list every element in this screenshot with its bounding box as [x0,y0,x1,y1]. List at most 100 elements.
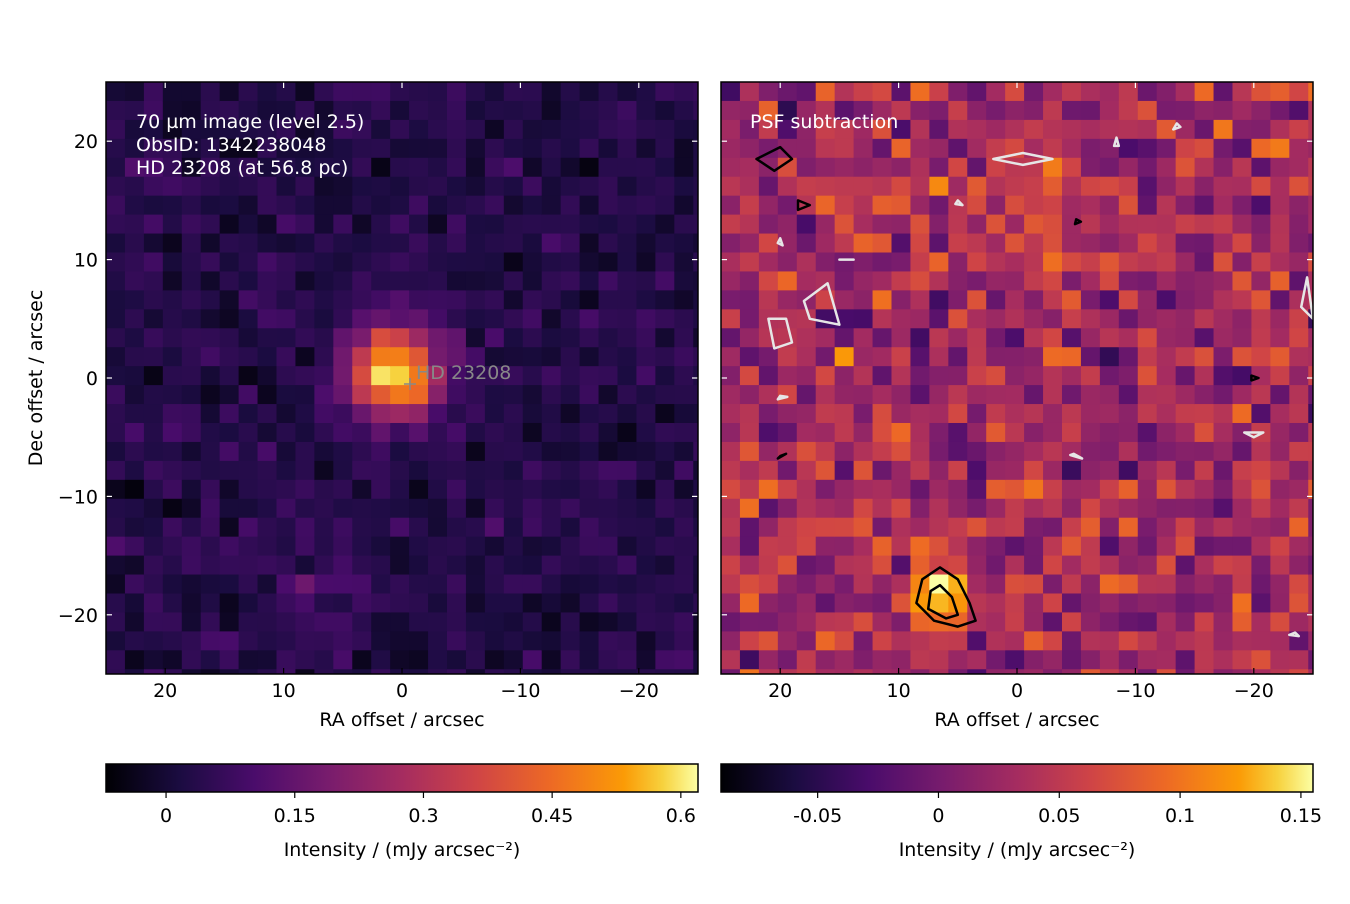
heatmap-cell [143,138,164,159]
heatmap-cell [162,479,183,500]
heatmap-cell [948,669,968,674]
heatmap-cell [1061,309,1082,329]
heatmap-cell [815,612,836,632]
heatmap-cell [162,157,183,178]
heatmap-cell [834,650,855,670]
heatmap-cell [1232,176,1253,197]
heatmap-cell [522,119,543,140]
heatmap-cell [739,536,760,557]
heatmap-cell [1289,138,1309,159]
heatmap-cell [674,536,694,557]
heatmap-cell [1118,460,1139,481]
heatmap-cell [967,138,987,159]
annotation-line-3: HD 23208 (at 56.8 pc) [136,157,348,179]
heatmap-cell [758,612,779,632]
heatmap-cell [257,612,278,632]
heatmap-cell [1232,631,1253,651]
heatmap-cell [1213,650,1234,670]
heatmap-cell [143,536,164,557]
heatmap-cell [1005,574,1025,595]
heatmap-cell [465,593,486,614]
heatmap-cell [796,574,817,595]
heatmap-cell [560,252,581,273]
heatmap-cell [796,366,817,386]
heatmap-cell [560,574,581,595]
heatmap-cell [853,574,874,595]
heatmap-cell [948,555,968,576]
heatmap-cell [1080,498,1101,519]
heatmap-cell [162,631,183,651]
heatmap-cell [1118,536,1139,557]
heatmap-cell [106,422,126,443]
heatmap-cell [503,385,524,405]
heatmap-cell [721,422,741,443]
right-contours [755,122,1313,638]
heatmap-cell [1213,347,1234,367]
heatmap-cell [333,271,353,291]
heatmap-cell [872,385,893,405]
heatmap-cell [929,593,949,614]
heatmap-cell [503,593,524,614]
heatmap-cell [390,631,410,651]
heatmap-cell [352,309,372,329]
heatmap-cell [815,631,836,651]
heatmap-cell [106,366,126,386]
heatmap-cell [390,328,410,348]
heatmap-cell [721,100,741,121]
heatmap-cell [967,479,987,500]
heatmap-cell [739,460,760,481]
heatmap-cell [1232,404,1253,424]
heatmap-cell [1175,631,1196,651]
heatmap-cell [560,157,581,178]
heatmap-cell [598,498,619,519]
heatmap-cell [409,252,429,273]
heatmap-cell [948,498,968,519]
heatmap-cell [1061,536,1082,557]
heatmap-cell [143,176,164,197]
heatmap-cell [929,404,949,424]
heatmap-cell [1080,195,1101,216]
heatmap-cell [1270,366,1290,386]
heatmap-cell [739,517,760,538]
heatmap-cell [1308,593,1313,614]
heatmap-cell [872,612,893,632]
heatmap-cell [674,404,694,424]
right-heatmap-cells [721,82,1313,674]
heatmap-cell [124,385,145,405]
heatmap-cell [181,536,202,557]
heatmap-cell [1232,233,1253,254]
heatmap-cell [352,214,372,235]
heatmap-cell [636,82,656,102]
heatmap-cell [257,669,278,674]
heatmap-cell [617,328,638,348]
heatmap-cell [579,214,600,235]
heatmap-cell [295,593,315,614]
heatmap-cell [1099,100,1120,121]
heatmap-cell [219,82,240,102]
heatmap-cell [986,593,1006,614]
heatmap-cell [1137,366,1158,386]
heatmap-cell [219,631,240,651]
star-label: HD 23208 [416,362,511,384]
heatmap-cell [352,460,372,481]
heatmap-cell [967,441,987,462]
heatmap-cell [598,82,619,102]
heatmap-cell [333,498,353,519]
heatmap-cell [1061,252,1082,273]
heatmap-cell [333,290,353,310]
heatmap-cell [1270,404,1290,424]
heatmap-cell [1099,574,1120,595]
heatmap-cell [853,157,874,178]
heatmap-cell [1308,650,1313,670]
heatmap-cell [1175,252,1196,273]
heatmap-cell [522,574,543,595]
heatmap-cell [872,252,893,273]
heatmap-cell [674,612,694,632]
heatmap-cell [124,233,145,254]
heatmap-cell [721,233,741,254]
heatmap-cell [181,347,202,367]
heatmap-cell [693,385,698,405]
heatmap-cell [560,214,581,235]
heatmap-cell [872,555,893,576]
heatmap-cell [409,271,429,291]
